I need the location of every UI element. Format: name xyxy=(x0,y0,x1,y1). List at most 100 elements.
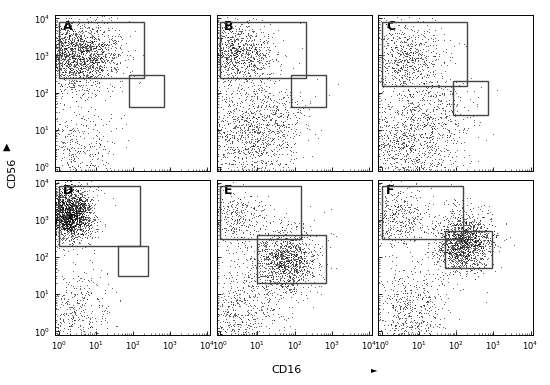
Point xyxy=(252,142,261,149)
Point xyxy=(268,128,277,134)
Point xyxy=(393,124,402,131)
Point xyxy=(459,248,468,254)
Point xyxy=(86,65,95,72)
Point xyxy=(405,305,414,311)
Point xyxy=(100,223,109,229)
Point xyxy=(387,191,395,197)
Point xyxy=(278,123,287,129)
Point xyxy=(76,226,85,233)
Point xyxy=(402,122,411,129)
Point xyxy=(249,129,258,135)
Point xyxy=(97,45,106,51)
Point xyxy=(290,266,299,272)
Point xyxy=(252,115,261,121)
Point xyxy=(412,49,421,55)
Point xyxy=(255,199,263,205)
Point xyxy=(447,242,456,248)
Point xyxy=(51,199,59,205)
Point xyxy=(397,110,405,117)
Point xyxy=(257,124,266,130)
Point xyxy=(70,210,79,216)
Point xyxy=(326,230,335,236)
Point xyxy=(408,104,416,110)
Point xyxy=(393,62,402,68)
Point xyxy=(279,261,288,267)
Point xyxy=(405,147,414,153)
Point xyxy=(405,52,414,58)
Point xyxy=(278,255,287,261)
Point xyxy=(409,106,417,112)
Point xyxy=(63,221,72,228)
Point xyxy=(75,239,84,245)
Point xyxy=(97,31,106,37)
Point xyxy=(78,36,87,42)
Point xyxy=(63,206,72,212)
Point xyxy=(292,253,300,259)
Point xyxy=(382,203,390,209)
Point xyxy=(261,165,270,171)
Point xyxy=(67,213,76,219)
Point xyxy=(60,214,69,220)
Point xyxy=(65,32,74,38)
Point xyxy=(54,293,63,299)
Point xyxy=(252,115,261,121)
Point xyxy=(280,272,289,278)
Point xyxy=(241,76,250,82)
Point xyxy=(116,115,125,121)
Point xyxy=(71,48,80,54)
Point xyxy=(55,199,64,206)
Point xyxy=(78,216,86,222)
Point xyxy=(386,129,394,135)
Point xyxy=(251,278,260,284)
Point xyxy=(272,148,281,154)
Point xyxy=(443,134,452,140)
Point xyxy=(64,215,73,221)
Point xyxy=(471,258,480,264)
Point xyxy=(450,233,459,239)
Point xyxy=(226,222,234,228)
Point xyxy=(393,70,402,76)
Point xyxy=(61,225,70,231)
Point xyxy=(271,107,280,114)
Point xyxy=(71,200,80,206)
Point xyxy=(53,224,62,230)
Point xyxy=(67,145,76,151)
Point xyxy=(411,205,420,211)
Point xyxy=(423,120,432,126)
Point xyxy=(453,218,462,224)
Point xyxy=(418,165,427,171)
Point xyxy=(266,237,275,243)
Point xyxy=(463,241,472,247)
Point xyxy=(54,204,63,211)
Point xyxy=(448,206,456,212)
Point xyxy=(55,80,64,86)
Point xyxy=(78,291,86,297)
Point xyxy=(420,273,429,279)
Point xyxy=(67,65,76,71)
Point xyxy=(234,45,243,51)
Point xyxy=(58,223,67,229)
Point xyxy=(455,222,464,228)
Point xyxy=(214,325,223,331)
Point xyxy=(53,50,62,56)
Point xyxy=(265,306,274,313)
Point xyxy=(52,209,60,215)
Point xyxy=(403,164,412,170)
Point xyxy=(66,222,75,228)
Point xyxy=(400,330,409,336)
Point xyxy=(73,251,81,257)
Point xyxy=(454,249,463,255)
Point xyxy=(59,45,68,51)
Point xyxy=(224,165,233,171)
Point xyxy=(245,150,254,156)
Point xyxy=(62,54,70,60)
Point xyxy=(456,253,465,259)
Point xyxy=(402,36,411,42)
Point xyxy=(293,280,301,286)
Point xyxy=(246,63,255,69)
Point xyxy=(75,215,84,221)
Point xyxy=(68,43,76,49)
Point xyxy=(414,73,422,79)
Point xyxy=(233,220,241,226)
Point xyxy=(53,80,62,86)
